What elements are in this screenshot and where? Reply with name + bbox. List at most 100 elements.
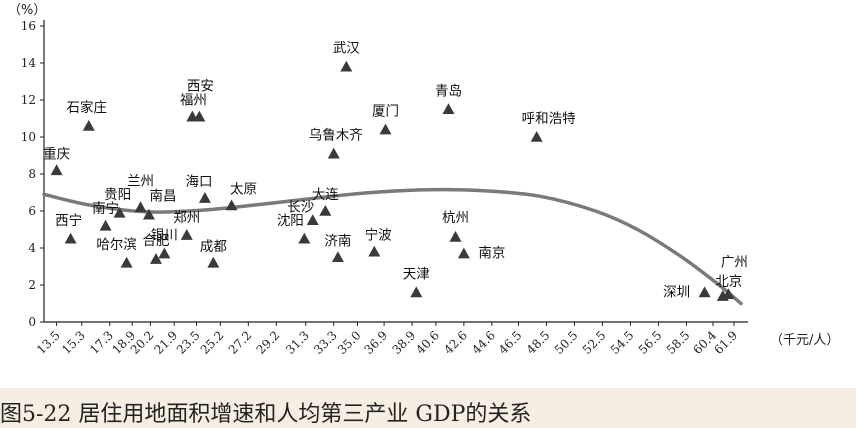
data-point-label: 重庆: [43, 146, 70, 162]
data-point: [50, 164, 63, 176]
data-point-label: 广州: [721, 254, 748, 270]
x-tick-label: 50.5: [552, 328, 581, 357]
data-point: [379, 123, 392, 135]
data-point: [449, 230, 462, 242]
x-tick-label: 46.5: [496, 328, 525, 357]
caption-bar: 图5-22 居住用地面积增速和人均第三产业 GDP的关系: [0, 388, 856, 428]
x-tick-label: 61.9: [711, 328, 740, 357]
data-point-label: 宁波: [365, 227, 392, 244]
data-point: [331, 251, 344, 263]
data-point: [193, 110, 206, 122]
y-tick-label: 14: [21, 56, 37, 70]
figure-caption: 图5-22 居住用地面积增速和人均第三产业 GDP的关系: [0, 402, 532, 427]
data-point: [457, 247, 470, 259]
data-point-label: 青岛: [435, 83, 462, 99]
data-point-label: 杭州: [442, 210, 469, 226]
x-tick-label: 44.6: [469, 328, 498, 357]
data-point-label: 南京: [478, 246, 505, 262]
data-point-label: 兰州: [127, 173, 154, 189]
data-point: [698, 286, 711, 298]
x-tick-label: 25.2: [198, 328, 227, 357]
data-point: [149, 253, 162, 264]
data-point: [82, 119, 95, 131]
x-tick-label: 58.5: [664, 328, 693, 357]
data-point-label: 厦门: [372, 104, 399, 120]
trend-line: [42, 187, 743, 306]
y-tick-label: 10: [21, 130, 36, 144]
data-point: [158, 247, 171, 259]
data-point: [207, 256, 220, 268]
x-tick-label: 33.3: [311, 328, 340, 357]
data-point: [142, 208, 155, 220]
data-point: [722, 288, 735, 300]
data-point-label: 郑州: [173, 210, 200, 226]
x-tick-label: 27.2: [226, 328, 255, 357]
x-tick-label: 56.5: [636, 328, 665, 357]
data-point: [530, 131, 543, 142]
x-tick-label: 52.5: [580, 328, 609, 357]
x-tick-label: 23.5: [174, 328, 203, 357]
data-point-label: 深圳: [663, 284, 690, 300]
data-point-label: 合肥: [142, 233, 169, 249]
data-point-label: 济南: [324, 233, 351, 249]
data-point-label: 南昌: [149, 189, 176, 205]
data-point-label: 太原: [230, 181, 257, 197]
data-point-label: 海口: [185, 174, 212, 190]
x-tick-label: 48.5: [524, 328, 553, 357]
data-point-label: 贵阳: [104, 187, 131, 203]
data-point-label: 石家庄: [67, 99, 108, 116]
y-axis-unit-label: （%）: [8, 3, 46, 18]
x-tick-label: 21.9: [151, 328, 180, 357]
y-tick-label: 8: [28, 167, 36, 181]
x-tick-label: 13.5: [34, 328, 63, 357]
data-point-label: 西安: [187, 79, 214, 95]
data-point: [442, 103, 455, 115]
data-point: [64, 232, 77, 244]
y-tick-label: 4: [28, 241, 36, 255]
data-point-label: 呼和浩特: [522, 111, 576, 127]
data-point: [298, 232, 311, 244]
y-tick-label: 6: [28, 204, 36, 218]
data-point-label: 乌鲁木齐: [309, 128, 363, 144]
y-tick-label: 2: [28, 278, 36, 292]
data-point-label: 北京: [715, 274, 742, 290]
x-tick-label: 54.5: [608, 328, 637, 357]
data-point: [120, 256, 133, 268]
data-point: [368, 245, 381, 257]
y-tick-label: 0: [28, 315, 36, 329]
y-tick-label: 16: [21, 19, 36, 33]
x-tick-label: 15.3: [59, 328, 88, 357]
data-point: [225, 199, 238, 211]
y-tick-label: 12: [21, 93, 36, 107]
x-axis-unit-label: （千元/人）: [770, 333, 839, 348]
data-point: [198, 192, 211, 203]
x-tick-label: 31.3: [283, 328, 312, 357]
data-point: [113, 206, 126, 218]
data-point-label: 西宁: [55, 212, 82, 229]
data-point-label: 大连: [312, 187, 339, 203]
x-tick-label: 36.9: [361, 328, 390, 357]
data-point: [306, 214, 319, 226]
data-point: [99, 219, 112, 231]
data-point-label: 福州: [180, 93, 207, 109]
x-tick-label: 38.9: [389, 328, 418, 357]
x-tick-label: 17.3: [87, 328, 116, 357]
data-point-label: 天津: [403, 266, 430, 282]
data-point-label: 武汉: [333, 41, 360, 57]
data-point-label: 沈阳: [277, 213, 304, 229]
data-point: [180, 229, 193, 240]
x-tick-label: 40.6: [413, 328, 442, 357]
x-tick-label: 35.0: [335, 328, 364, 357]
x-tick-label: 42.6: [441, 328, 470, 357]
data-point: [410, 286, 423, 298]
data-point: [327, 147, 340, 159]
markers: [50, 60, 735, 301]
data-point-label: 长沙: [287, 199, 314, 215]
data-point-label: 南宁: [92, 200, 119, 217]
data-point-label: 哈尔滨: [96, 237, 137, 253]
data-point: [340, 60, 353, 72]
data-point-label: 成都: [200, 239, 227, 255]
data-point: [319, 205, 332, 216]
